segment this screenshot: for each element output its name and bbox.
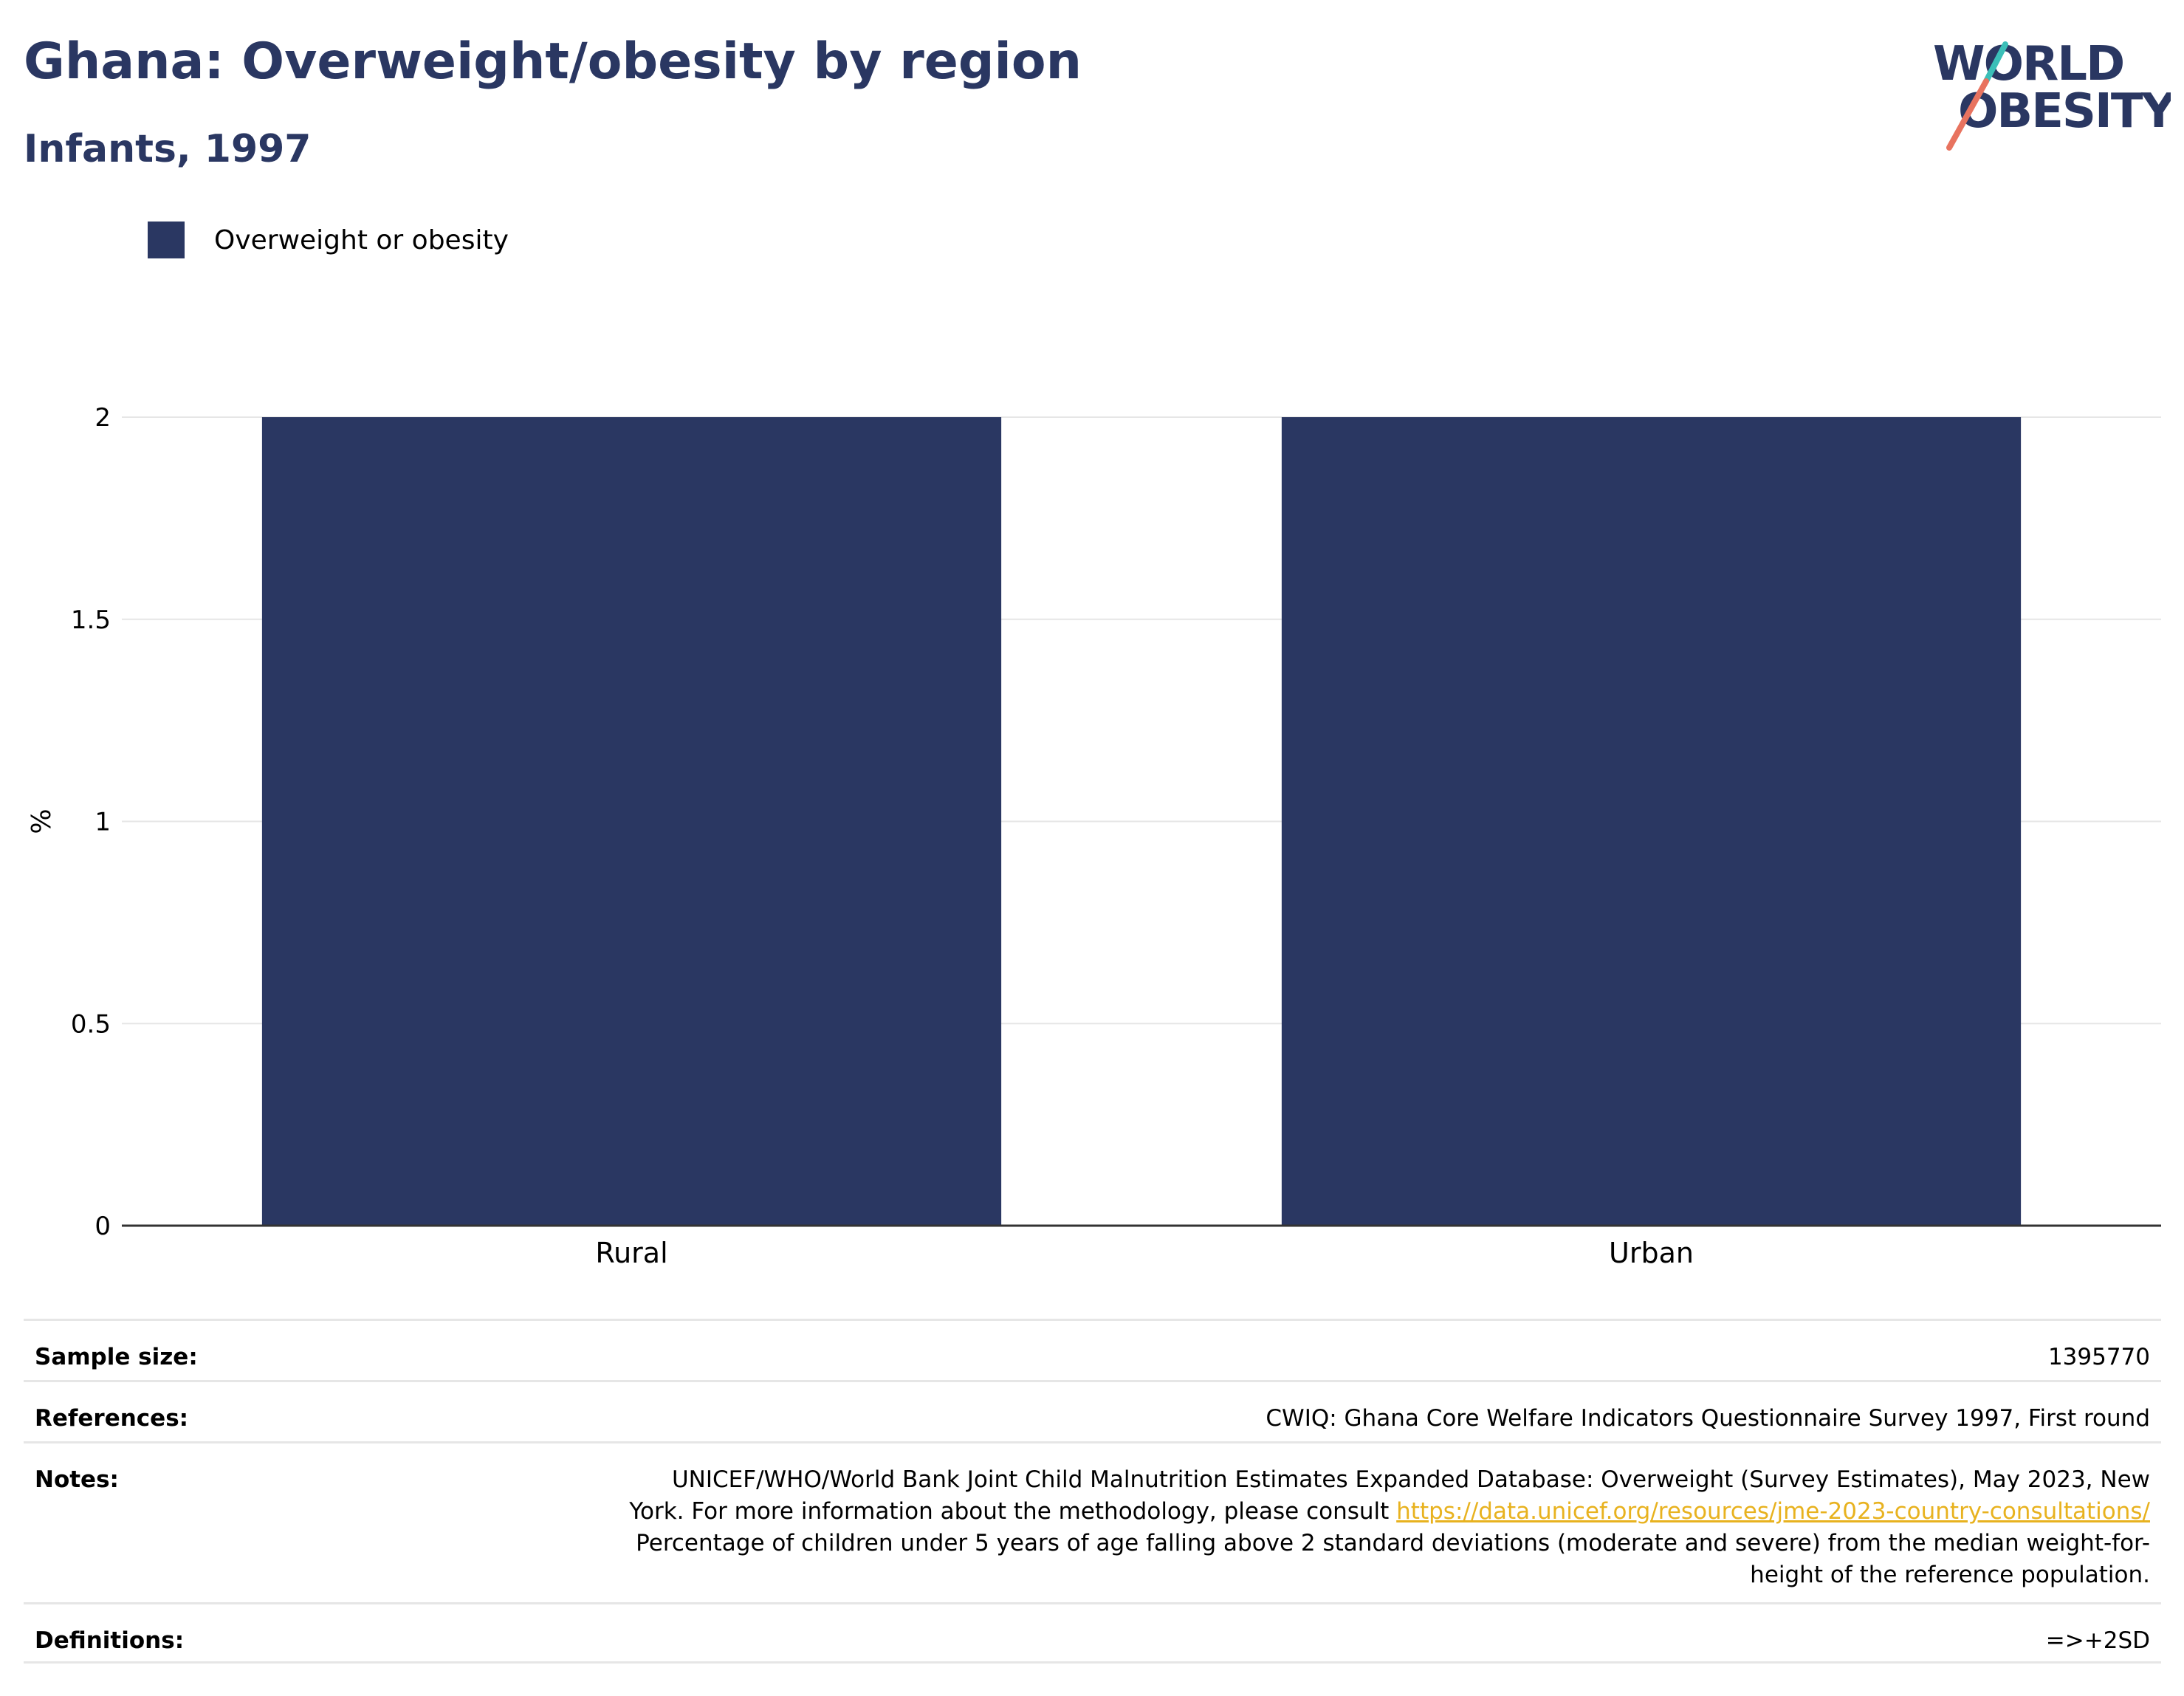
- chart-title: Ghana: Overweight/obesity by region: [24, 32, 1082, 91]
- logo-slash-bottom: [1946, 78, 1989, 151]
- y-axis-label: %: [27, 808, 57, 834]
- logo-word-world: WORLD: [1933, 37, 2123, 92]
- definitions-value: =>+2SD: [2045, 1627, 2150, 1654]
- logo-word-obesity: OBESITY: [1958, 84, 2171, 139]
- legend: Overweight or obesity: [148, 222, 509, 258]
- definitions-label: Definitions:: [35, 1627, 185, 1654]
- sample-size-value: 1395770: [2047, 1344, 2150, 1370]
- x-tick-label: Rural: [595, 1237, 667, 1269]
- notes-line-2-text: York. For more information about the met…: [629, 1498, 1397, 1525]
- y-tick-label: 1: [95, 808, 111, 837]
- x-tick-label: Urban: [1609, 1237, 1694, 1269]
- y-tick-label: 1.5: [71, 605, 111, 635]
- bar-rural: [261, 417, 1002, 1226]
- sample-size-row: Sample size: 1395770: [24, 1319, 2161, 1380]
- notes-row: Notes: UNICEF/WHO/World Bank Joint Child…: [24, 1441, 2161, 1602]
- logo-slash-top: [1983, 41, 2008, 84]
- x-tick-labels: Rural Urban: [595, 1237, 1694, 1269]
- notes-line-4: height of the reference population.: [1750, 1562, 2150, 1588]
- bar-chart: 0 0.5 1 1.5 2 Rural Urban %: [27, 403, 2161, 1269]
- legend-swatch: [148, 222, 185, 258]
- notes-line-1: UNICEF/WHO/World Bank Joint Child Malnut…: [671, 1466, 2150, 1493]
- references-value: CWIQ: Ghana Core Welfare Indicators Ques…: [1266, 1405, 2150, 1432]
- legend-label: Overweight or obesity: [214, 224, 509, 255]
- bar-urban: [1281, 417, 2022, 1226]
- notes-line-2: York. For more information about the met…: [629, 1496, 2150, 1528]
- world-obesity-logo: WORLD OBESITY: [1933, 37, 2171, 151]
- references-label: References:: [35, 1405, 189, 1432]
- notes-label: Notes:: [35, 1466, 119, 1493]
- y-tick-label: 0: [95, 1212, 111, 1241]
- methodology-link[interactable]: https://data.unicef.org/resources/jme-20…: [1396, 1498, 2150, 1525]
- y-tick-labels: 0 0.5 1 1.5 2: [71, 403, 111, 1241]
- chart-footer: Sample size: 1395770 References: CWIQ: G…: [24, 1319, 2161, 1664]
- chart-subtitle: Infants, 1997: [24, 127, 312, 171]
- y-tick-label: 2: [95, 403, 111, 433]
- bars: [261, 417, 2022, 1226]
- notes-value: UNICEF/WHO/World Bank Joint Child Malnut…: [629, 1464, 2150, 1591]
- sample-size-label: Sample size:: [35, 1344, 198, 1370]
- references-row: References: CWIQ: Ghana Core Welfare Ind…: [24, 1380, 2161, 1441]
- y-tick-label: 0.5: [71, 1009, 111, 1039]
- notes-line-3: Percentage of children under 5 years of …: [636, 1530, 2150, 1556]
- definitions-row: Definitions: =>+2SD: [24, 1602, 2161, 1664]
